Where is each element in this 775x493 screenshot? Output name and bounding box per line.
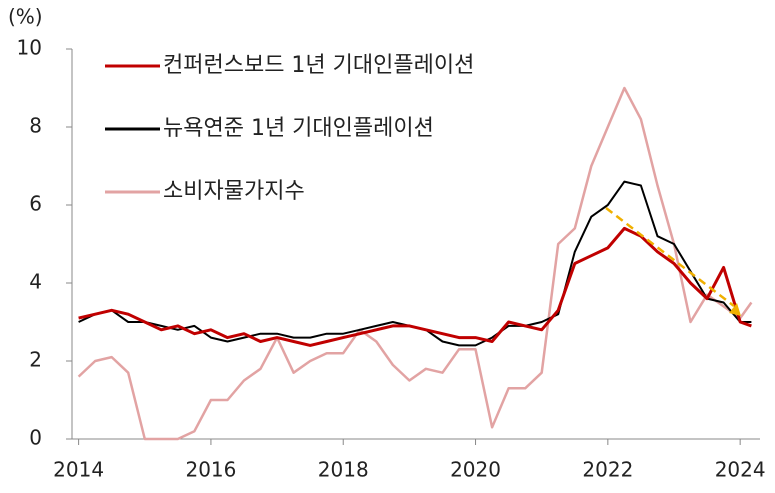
legend-label: 컨퍼런스보드 1년 기대인플레이션: [163, 53, 474, 78]
x-tick-label: 2024: [715, 458, 766, 482]
y-tick-label: 10: [17, 36, 42, 60]
trend-arrow: [605, 207, 741, 316]
trend-line: [605, 207, 735, 307]
y-axis-label: (%): [8, 5, 43, 29]
series-line: [78, 226, 752, 347]
series-line: [78, 180, 752, 347]
series-line: [77, 86, 753, 441]
y-tick-label: 0: [29, 426, 42, 450]
trend-arrowhead: [729, 303, 741, 316]
y-tick-label: 4: [29, 270, 42, 294]
x-tick-label: 2018: [318, 458, 369, 482]
plot-area: 0 2 4 6 8 10 2014 2016 2018 2020 2022 2024 컨퍼런스보드 1년…: [17, 36, 766, 482]
x-tick-label: 2014: [53, 458, 104, 482]
y-tick-label: 8: [29, 114, 42, 138]
x-tick-label: 2020: [450, 458, 501, 482]
y-tick-label: 6: [29, 192, 42, 216]
x-tick-label: 2022: [582, 458, 633, 482]
legend-label: 소비자물가지수: [163, 179, 305, 204]
legend-label: 뉴욕연준 1년 기대인플레이션: [163, 116, 434, 141]
y-tick-label: 2: [29, 348, 42, 372]
x-tick-label: 2016: [185, 458, 236, 482]
